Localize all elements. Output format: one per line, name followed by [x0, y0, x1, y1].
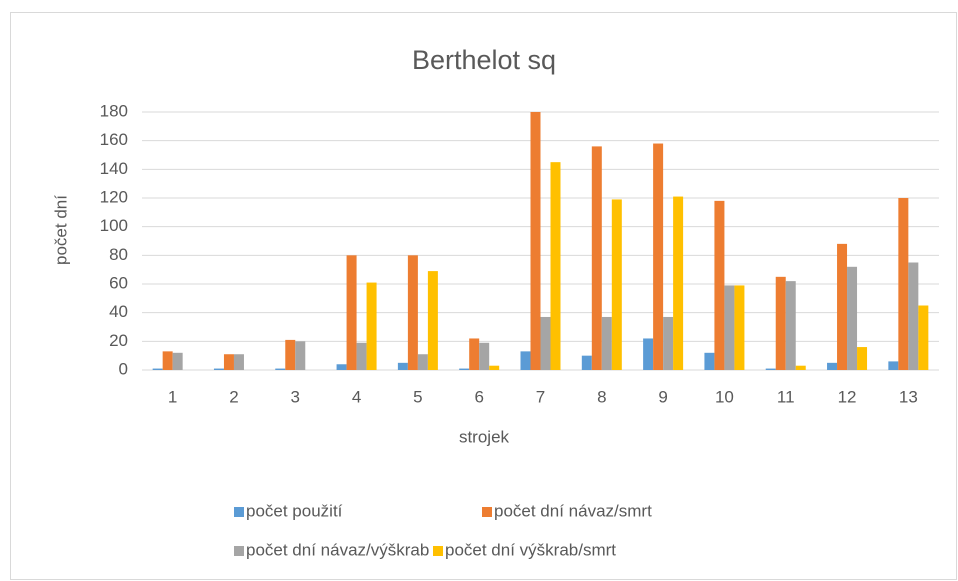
bar: [704, 352, 715, 370]
bar: [643, 338, 654, 370]
bar: [285, 339, 296, 370]
bar: [591, 146, 602, 370]
bar: [918, 305, 929, 370]
bar: [601, 316, 612, 370]
bar: [356, 342, 367, 370]
y-tick-label: 80: [109, 245, 128, 264]
y-axis-label: počet dní: [51, 195, 70, 265]
bar: [459, 368, 470, 370]
bar: [469, 338, 480, 370]
bar: [540, 316, 551, 370]
bar: [734, 285, 745, 370]
chart-border: [10, 12, 957, 580]
y-tick-label: 100: [100, 216, 128, 235]
legend-swatch: [433, 546, 443, 556]
y-tick-label: 180: [100, 101, 128, 120]
bar: [653, 143, 664, 370]
x-tick-label: 1: [168, 387, 177, 406]
x-tick-label: 7: [536, 387, 545, 406]
x-axis-label: strojek: [459, 427, 510, 446]
bar: [407, 255, 418, 370]
bar: [827, 362, 838, 370]
bar: [152, 368, 163, 370]
y-tick-label: 160: [100, 130, 128, 149]
x-tick-label: 11: [777, 387, 795, 406]
bar: [489, 365, 500, 370]
bar: [898, 198, 909, 370]
bar: [427, 271, 438, 370]
legend-label: počet dní návaz/výškrab: [246, 540, 429, 559]
bar: [581, 355, 592, 370]
bar: [233, 354, 244, 370]
bar: [295, 341, 306, 370]
bar: [479, 342, 490, 370]
chart-title: Berthelot sq: [412, 45, 556, 75]
bar: [775, 276, 786, 370]
bar: [213, 368, 224, 370]
bar: [366, 282, 377, 370]
y-tick-label: 0: [119, 359, 128, 378]
bar: [275, 368, 286, 370]
x-tick-label: 8: [597, 387, 606, 406]
y-tick-label: 40: [109, 302, 128, 321]
x-tick-label: 4: [352, 387, 361, 406]
bar: [172, 352, 183, 370]
legend-swatch: [234, 507, 244, 517]
x-tick-label: 13: [899, 387, 918, 406]
bar: [765, 368, 776, 370]
bar: [673, 196, 684, 370]
bar: [908, 262, 919, 370]
bar: [550, 162, 561, 370]
legend-swatch: [482, 507, 492, 517]
x-tick-label: 10: [715, 387, 734, 406]
x-tick-label: 9: [658, 387, 667, 406]
y-tick-label: 140: [100, 159, 128, 178]
y-tick-label: 120: [100, 187, 128, 206]
x-tick-label: 2: [229, 387, 238, 406]
x-tick-label: 3: [291, 387, 300, 406]
bar: [795, 365, 806, 370]
bar: [785, 281, 796, 370]
bar: [530, 112, 541, 370]
y-tick-label: 60: [109, 273, 128, 292]
bar: [714, 200, 725, 370]
bar: [336, 364, 347, 370]
bar: [417, 354, 428, 370]
bar: [346, 255, 357, 370]
x-tick-label: 12: [838, 387, 857, 406]
bar: [888, 361, 899, 370]
bar: [611, 199, 622, 370]
legend-label: počet dní návaz/smrt: [494, 501, 652, 520]
bar: [837, 243, 848, 370]
legend-swatch: [234, 546, 244, 556]
bar: [520, 351, 531, 370]
bar: [663, 316, 674, 370]
x-tick-label: 5: [413, 387, 422, 406]
bar: [162, 351, 173, 370]
x-tick-label: 6: [474, 387, 483, 406]
legend-label: počet dní výškrab/smrt: [445, 540, 616, 559]
legend-label: počet použití: [246, 501, 343, 520]
bar: [223, 354, 234, 370]
bar: [724, 285, 735, 370]
bar: [397, 362, 408, 370]
y-tick-label: 20: [109, 331, 128, 350]
bar: [857, 347, 868, 370]
bar: [847, 266, 858, 370]
